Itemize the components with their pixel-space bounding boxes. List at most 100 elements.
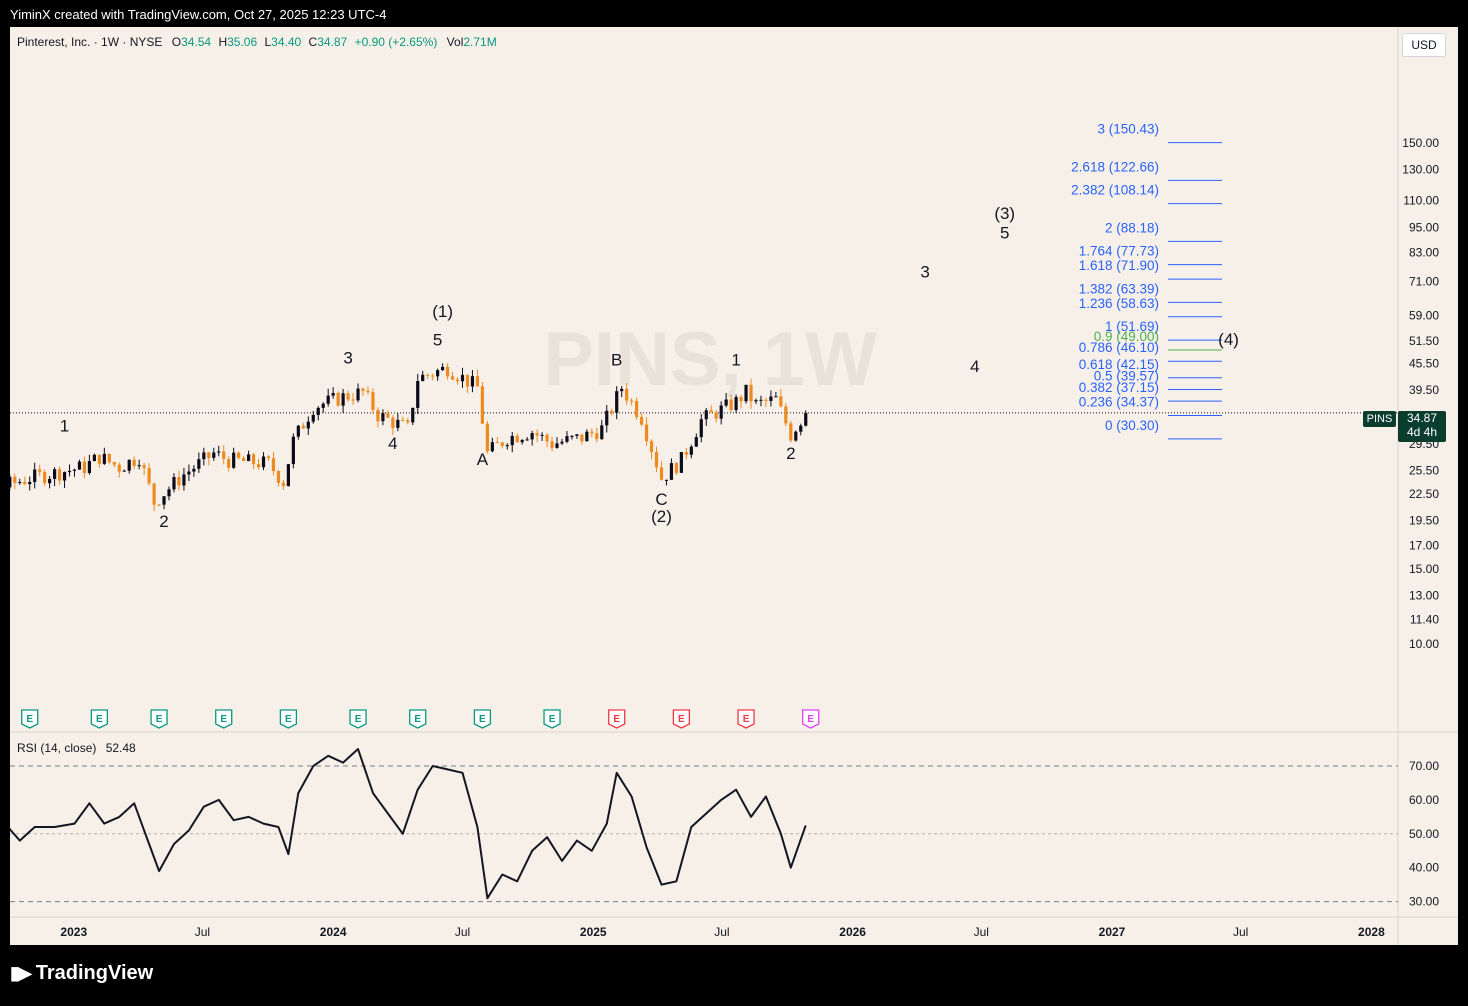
- earnings-marker-label: E: [479, 714, 486, 725]
- candle-body: [286, 464, 290, 487]
- candle-body: [43, 472, 47, 484]
- candle-body: [490, 442, 494, 452]
- candle-body: [684, 452, 688, 455]
- candle-body: [10, 476, 12, 488]
- candle-body: [704, 410, 708, 420]
- ohlc-legend: Pinterest, Inc. · 1W · NYSE O34.54 H35.0…: [17, 35, 497, 49]
- earnings-marker-label: E: [743, 714, 750, 725]
- fib-level-label: 2 (88.18): [1105, 220, 1159, 235]
- candle-body: [401, 419, 405, 421]
- legend-high-label: H: [218, 35, 228, 49]
- candle-body: [749, 384, 753, 402]
- tradingview-logo: ▮▶ TradingView: [10, 962, 153, 985]
- fib-level-label: 0.236 (34.37): [1079, 395, 1159, 410]
- tradingview-brand: TradingView: [35, 962, 154, 984]
- earnings-marker: [409, 709, 427, 729]
- candle-body: [177, 477, 181, 486]
- candle-body: [217, 451, 221, 453]
- candle-body: [664, 479, 669, 481]
- candle-body: [266, 456, 271, 459]
- candle-body: [600, 425, 604, 440]
- candle-body: [635, 401, 639, 417]
- candle-body: [261, 456, 266, 468]
- candle-body: [769, 396, 773, 401]
- candle-body: [256, 464, 261, 468]
- candle-body: [431, 375, 435, 377]
- wave-label: 4: [970, 357, 979, 376]
- candle-body: [57, 469, 62, 481]
- legend-high: 35.06: [227, 35, 258, 49]
- earnings-marker: [215, 709, 233, 729]
- candle-body: [694, 437, 698, 447]
- candle-body: [654, 452, 659, 468]
- earnings-marker-label: E: [613, 714, 620, 725]
- fib-level-label: 1.382 (63.39): [1079, 281, 1159, 296]
- wave-label: 5: [1000, 224, 1009, 243]
- fib-level-label: 1.764 (77.73): [1079, 244, 1159, 259]
- symbol-watermark: PINS, 1W: [543, 317, 877, 402]
- wave-label: 3: [343, 349, 352, 368]
- candle-body: [242, 458, 246, 461]
- candle-body: [112, 462, 116, 465]
- candle-body: [729, 399, 733, 411]
- earnings-marker: [279, 709, 298, 729]
- fib-level-label: 0.5 (39.57): [1094, 368, 1159, 383]
- candle-body: [192, 468, 196, 472]
- earnings-marker: [473, 709, 492, 729]
- price-axis-tick: 59.00: [1409, 309, 1439, 323]
- candle-body: [346, 393, 350, 400]
- earnings-marker: [150, 709, 168, 729]
- wave-label: A: [477, 450, 489, 469]
- candle-body: [187, 471, 191, 475]
- candle-body: [674, 463, 678, 473]
- earnings-marker: [608, 709, 626, 729]
- fib-level-label: 2.618 (122.66): [1071, 159, 1159, 174]
- price-axis-tick: 45.50: [1409, 357, 1439, 371]
- candle-body: [147, 467, 151, 484]
- price-axis-tick: 51.50: [1409, 334, 1439, 348]
- wave-label: B: [611, 351, 622, 370]
- candle-body: [227, 458, 231, 468]
- candle-body: [311, 414, 315, 422]
- chart-panel[interactable]: PINS, 1W 150.00 130.00 110.00 95.00 83.00 71.0…: [10, 27, 1458, 945]
- price-axis-tick: 39.50: [1409, 383, 1439, 397]
- candle-body: [779, 396, 783, 407]
- wave-label: 1: [60, 417, 69, 436]
- candle-body: [719, 405, 723, 419]
- wave-label: (4): [1218, 330, 1239, 349]
- wave-label: (2): [651, 507, 672, 526]
- last-price-badge: 34.87 4d 4h: [1398, 411, 1446, 442]
- rsi-legend: RSI (14, close) 52.48: [17, 741, 136, 755]
- price-chart[interactable]: PINS, 1W150.00130.00110.0095.0083.0071.0…: [10, 27, 1458, 945]
- candle-body: [689, 446, 693, 455]
- earnings-marker: [349, 709, 367, 729]
- earnings-marker-label: E: [96, 714, 103, 725]
- price-axis-tick: 11.40: [1410, 613, 1439, 627]
- rsi-axis-tick: 40.00: [1409, 861, 1439, 875]
- wave-label: C: [655, 490, 667, 509]
- candle-body: [13, 476, 17, 483]
- candle-body: [162, 496, 166, 505]
- legend-close: 34.87: [317, 35, 348, 49]
- time-axis-label: Jul: [455, 925, 470, 939]
- earnings-marker-label: E: [26, 714, 33, 725]
- fib-level-label: 1 (51.69): [1105, 319, 1159, 334]
- legend-open: 34.54: [181, 35, 212, 49]
- candle-body: [764, 399, 768, 401]
- candle-body: [87, 461, 92, 473]
- wave-label: (3): [994, 204, 1015, 223]
- price-axis-tick: 130.00: [1402, 163, 1439, 177]
- candle-body: [669, 463, 674, 480]
- currency-button[interactable]: USD: [1402, 33, 1446, 57]
- candle-body: [630, 400, 634, 402]
- earnings-marker: [737, 709, 755, 729]
- candle-body: [326, 395, 330, 404]
- fib-level-label: 3 (150.43): [1097, 122, 1159, 137]
- candle-body: [560, 441, 564, 444]
- time-axis-label: Jul: [974, 925, 989, 939]
- candle-body: [361, 388, 365, 391]
- candle-body: [391, 417, 395, 428]
- candle-body: [426, 374, 430, 376]
- candle-body: [18, 482, 22, 484]
- candle-body: [460, 374, 465, 382]
